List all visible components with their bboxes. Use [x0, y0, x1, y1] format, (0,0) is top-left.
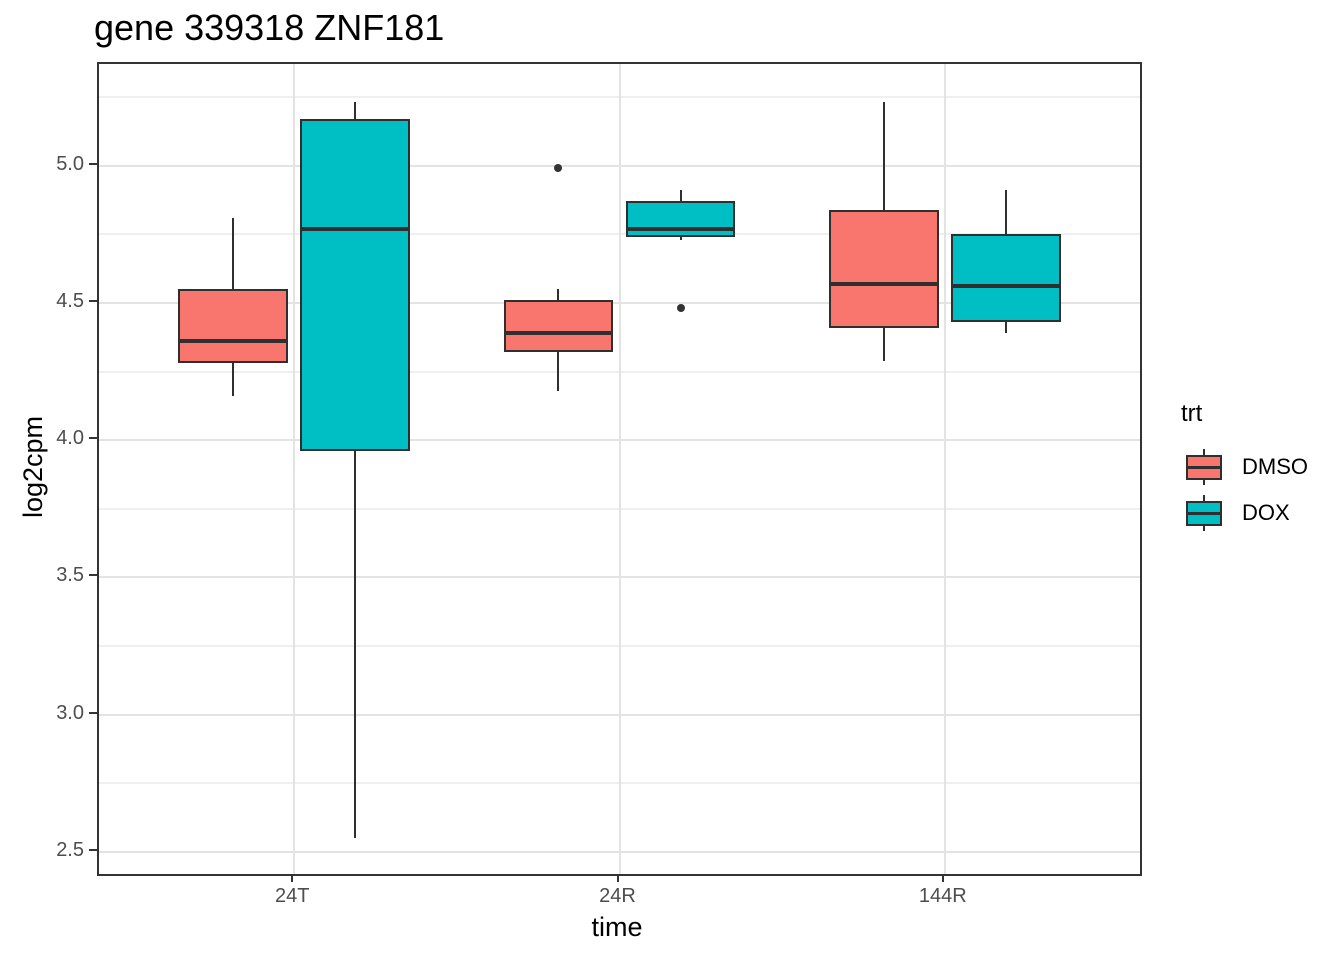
boxplot-box-dox-24t [300, 118, 411, 452]
whisker-lower [882, 327, 885, 361]
x-tick-label: 144R [918, 885, 967, 907]
key-median-line [1188, 512, 1220, 515]
median-line [625, 226, 736, 231]
x-tick-label: 24R [599, 885, 636, 907]
key-median-line [1188, 466, 1220, 469]
whisker-upper [1004, 190, 1007, 235]
y-tick-mark [89, 299, 97, 302]
y-tick-mark [89, 711, 97, 714]
legend-title: trt [1181, 400, 1203, 427]
whisker-upper [354, 102, 357, 119]
legend-label: DMSO [1242, 454, 1308, 479]
y-tick-label: 2.5 [56, 839, 84, 862]
y-tick-mark [89, 162, 97, 165]
outlier-point [676, 304, 685, 313]
y-tick-label: 5.0 [56, 152, 84, 175]
y-tick-label: 4.0 [56, 427, 84, 450]
boxplot-box-dox-144r [950, 234, 1061, 323]
whisker-lower [679, 236, 682, 240]
boxplot-box-dmso-144r [828, 209, 939, 328]
x-axis-title: time [591, 912, 643, 942]
median-line [950, 284, 1061, 289]
chart-title: gene 339318 ZNF181 [94, 7, 445, 48]
x-tick-mark [291, 874, 294, 882]
boxplot-box-dmso-24r [503, 300, 614, 353]
y-axis-title: log2cpm [18, 415, 48, 519]
boxplot-box-dmso-24t [178, 289, 289, 364]
legend-label: DOX [1242, 500, 1290, 525]
y-tick-label: 3.0 [56, 701, 84, 724]
y-tick-label: 4.5 [56, 289, 84, 312]
median-line [178, 339, 289, 344]
y-tick-label: 3.5 [56, 564, 84, 587]
boxplot-key-icon [1186, 447, 1222, 487]
whisker-lower [1004, 322, 1007, 334]
legend-entry-dox: DOX [1176, 490, 1344, 536]
x-tick-mark [941, 874, 944, 882]
x-tick-mark [616, 874, 619, 882]
gridline-vertical [293, 64, 296, 874]
median-line [300, 226, 411, 231]
whisker-lower [557, 352, 560, 391]
plot-panel [97, 62, 1142, 876]
legend-entry-dmso: DMSO [1176, 444, 1344, 490]
whisker-upper [232, 217, 235, 290]
x-tick-label: 24T [274, 885, 310, 907]
whisker-lower [354, 451, 357, 839]
y-tick-mark [89, 849, 97, 852]
outlier-point [554, 164, 563, 173]
boxplot-key-icon [1186, 493, 1222, 533]
whisker-upper [882, 102, 885, 210]
gridline-vertical [618, 64, 621, 874]
median-line [828, 281, 939, 286]
y-tick-mark [89, 437, 97, 440]
whisker-lower [232, 363, 235, 397]
legend: trt DMSO DOX [1176, 400, 1344, 536]
y-tick-mark [89, 574, 97, 577]
whisker-upper [557, 289, 560, 301]
boxplot-box-dox-24r [625, 201, 736, 237]
whisker-upper [679, 190, 682, 202]
gridline-vertical [943, 64, 946, 874]
median-line [503, 331, 614, 336]
